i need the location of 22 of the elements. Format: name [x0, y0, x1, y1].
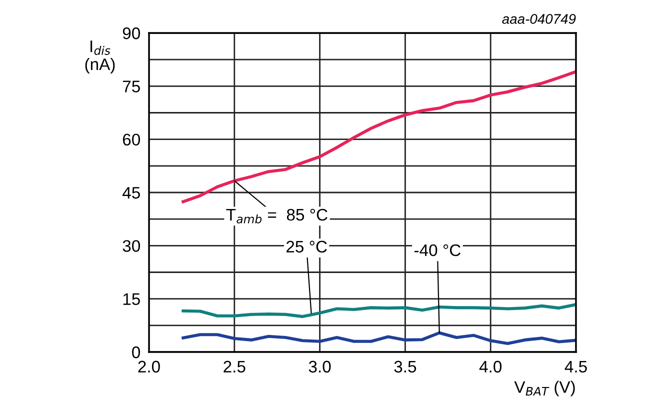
- y-tick-label: 60: [122, 134, 140, 146]
- line-series: [182, 302, 576, 318]
- y-tick-label: 45: [122, 187, 140, 199]
- y-tick-label: 15: [123, 293, 140, 306]
- line-series: [182, 331, 576, 346]
- x-tick-label: 3.5: [394, 360, 416, 373]
- annotation: 25 °C: [286, 240, 327, 253]
- y-axis-title: I$_{dis}$ (nA): [85, 40, 115, 74]
- y-tick-label: 30: [122, 240, 140, 252]
- x-tick-label: 4.0: [479, 360, 502, 373]
- text: aaa-040749: [502, 14, 576, 24]
- y-tick-label: 0: [132, 346, 140, 358]
- annotation: T$_{amb}$ = 85 °C: [226, 208, 328, 224]
- x-tick-label: 3.0: [308, 360, 331, 373]
- line-series: [182, 70, 576, 204]
- y-tick-label: 75: [122, 80, 140, 92]
- annotation: -40 °C: [414, 244, 461, 256]
- x-tick-label: 2.0: [138, 360, 160, 373]
- x-tick-label: 4.5: [564, 360, 587, 373]
- y-tick-label: 90: [122, 27, 140, 40]
- x-tick-label: 2.5: [224, 360, 246, 373]
- x-axis-title: V$_{BAT}$ (V): [514, 380, 575, 396]
